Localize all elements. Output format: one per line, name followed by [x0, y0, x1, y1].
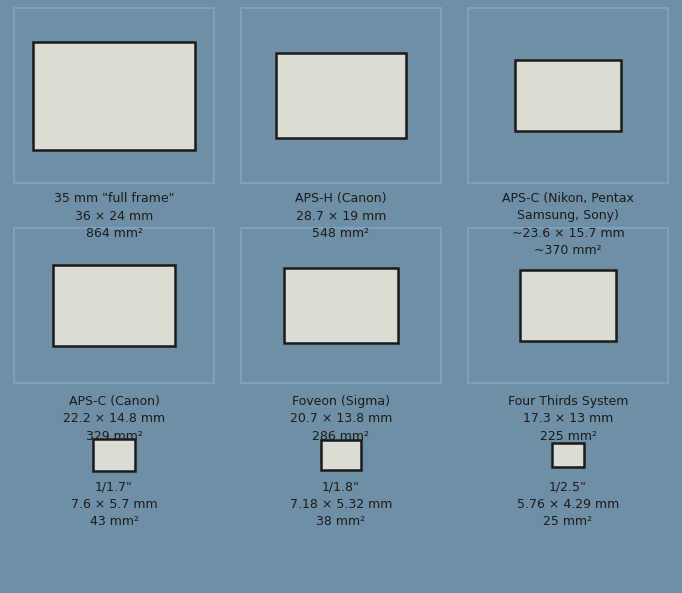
Bar	[241, 228, 441, 383]
Bar	[276, 53, 406, 138]
Bar	[14, 228, 214, 383]
Bar	[520, 270, 616, 341]
Bar	[14, 8, 214, 183]
Text: Foveon (Sigma)
20.7 × 13.8 mm
286 mm²: Foveon (Sigma) 20.7 × 13.8 mm 286 mm²	[290, 395, 392, 443]
Bar	[33, 42, 195, 149]
Text: APS-H (Canon)
28.7 × 19 mm
548 mm²: APS-H (Canon) 28.7 × 19 mm 548 mm²	[295, 192, 387, 240]
Bar	[468, 8, 668, 183]
Bar	[468, 228, 668, 383]
Bar	[93, 439, 135, 471]
Text: APS-C (Canon)
22.2 × 14.8 mm
329 mm²: APS-C (Canon) 22.2 × 14.8 mm 329 mm²	[63, 395, 165, 443]
Text: 35 mm "full frame"
36 × 24 mm
864 mm²: 35 mm "full frame" 36 × 24 mm 864 mm²	[54, 192, 174, 240]
Text: Four Thirds System
17.3 × 13 mm
225 mm²: Four Thirds System 17.3 × 13 mm 225 mm²	[508, 395, 628, 443]
Text: 1/2.5"
5.76 × 4.29 mm
25 mm²: 1/2.5" 5.76 × 4.29 mm 25 mm²	[517, 480, 619, 528]
Text: APS-C (Nikon, Pentax
Samsung, Sony)
~23.6 × 15.7 mm
~370 mm²: APS-C (Nikon, Pentax Samsung, Sony) ~23.…	[502, 192, 634, 257]
Bar	[515, 60, 621, 131]
Bar	[53, 265, 175, 346]
Bar	[284, 267, 398, 343]
Bar	[552, 443, 584, 467]
Bar	[321, 441, 361, 470]
Text: 1/1.8"
7.18 × 5.32 mm
38 mm²: 1/1.8" 7.18 × 5.32 mm 38 mm²	[290, 480, 392, 528]
Text: 1/1.7"
7.6 × 5.7 mm
43 mm²: 1/1.7" 7.6 × 5.7 mm 43 mm²	[71, 480, 158, 528]
Bar	[241, 8, 441, 183]
